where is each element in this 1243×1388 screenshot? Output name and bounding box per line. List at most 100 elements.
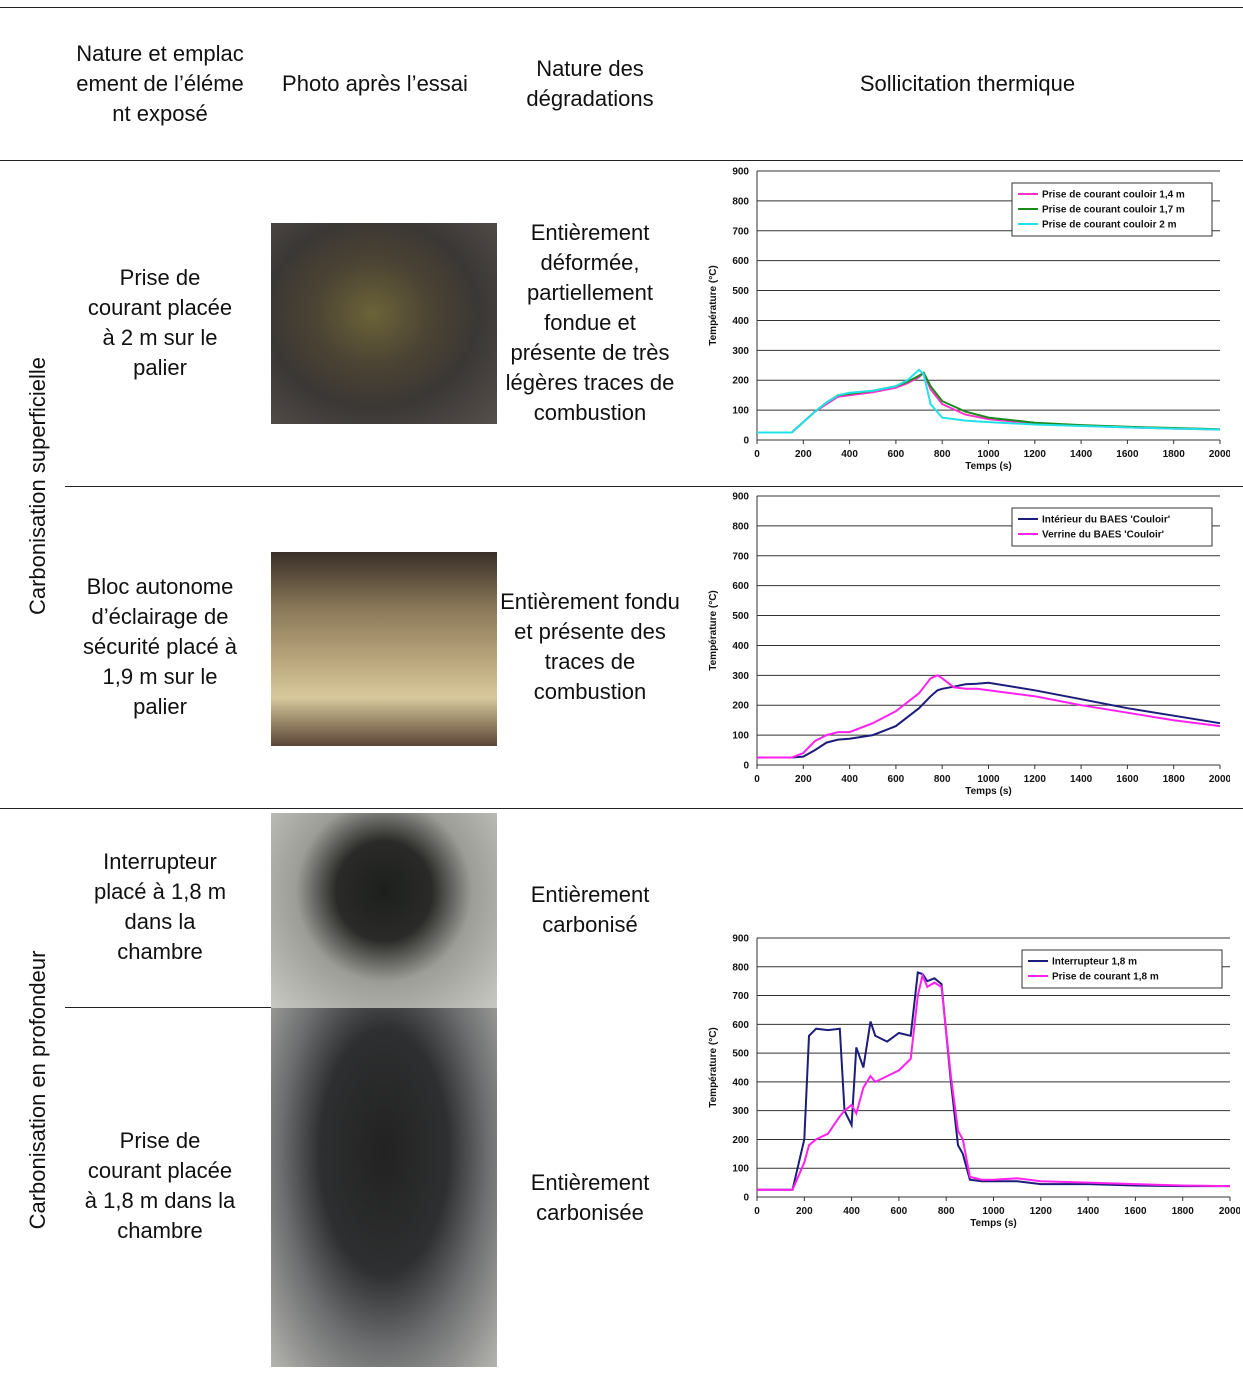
y-tick-label: 300 (732, 671, 749, 682)
x-tick-label: 1000 (982, 1206, 1005, 1217)
x-tick-label: 400 (843, 1206, 860, 1217)
x-tick-label: 1200 (1030, 1206, 1053, 1217)
legend-box (1021, 949, 1223, 989)
y-tick-label: 700 (732, 226, 749, 237)
x-tick-label: 600 (888, 449, 905, 460)
y-tick-label: 200 (732, 376, 749, 387)
y-tick-label: 500 (732, 611, 749, 622)
x-axis-label: Temps (s) (965, 786, 1012, 797)
y-tick-label: 100 (732, 406, 749, 417)
legend-box (1011, 507, 1213, 547)
y-axis-label: Température (°C) (708, 590, 719, 671)
y-tick-label: 200 (732, 1135, 749, 1146)
x-tick-label: 1400 (1070, 449, 1093, 460)
legend-label: Prise de courant couloir 1,4 m (1042, 190, 1185, 201)
element: Prise de courant placée à 2 m sur le pal… (87, 265, 233, 380)
photo (271, 813, 497, 1008)
legend-label: Prise de courant 1,8 m (1052, 972, 1159, 983)
x-tick-label: 400 (841, 449, 858, 460)
x-tick-label: 1800 (1172, 1206, 1195, 1217)
y-tick-label: 900 (732, 492, 749, 503)
y-tick-label: 800 (732, 962, 749, 973)
y-axis-label: Température (°C) (708, 265, 719, 346)
x-tick-label: 200 (795, 449, 812, 460)
series-line (757, 674, 1221, 759)
legend-label: Intérieur du BAES 'Couloir' (1042, 515, 1170, 526)
x-tick-label: 1800 (1163, 449, 1186, 460)
x-tick-label: 400 (841, 774, 858, 785)
series-line (757, 972, 1231, 1191)
header: Nature des dégradations (526, 56, 654, 111)
x-tick-label: 600 (888, 774, 905, 785)
legend-box (1011, 182, 1213, 237)
group-label: Carbonisation superficielle (25, 356, 50, 616)
y-tick-label: 700 (732, 551, 749, 562)
y-tick-label: 400 (732, 316, 749, 327)
x-tick-label: 800 (934, 774, 951, 785)
legend-label: Verrine du BAES 'Couloir' (1042, 530, 1164, 541)
y-tick-label: 0 (743, 761, 749, 772)
photo (271, 552, 497, 746)
legend-label: Interrupteur 1,8 m (1052, 957, 1137, 968)
degradations: Entièrement fondu et présente des traces… (500, 589, 680, 704)
x-tick-label: 2000 (1219, 1206, 1240, 1217)
element: Bloc autonome d’éclairage de sécurité pl… (82, 574, 238, 719)
rule (0, 808, 1243, 809)
header: Photo après l’essai (282, 71, 468, 96)
x-tick-label: 1800 (1163, 774, 1186, 785)
rule (0, 7, 1243, 8)
degradations: Entièrement carbonisé (530, 882, 650, 937)
group-label: Carbonisation en profondeur (25, 950, 50, 1230)
y-tick-label: 700 (732, 991, 749, 1002)
x-axis-label: Temps (s) (970, 1218, 1017, 1229)
x-tick-label: 2000 (1209, 774, 1230, 785)
x-tick-label: 1200 (1024, 774, 1047, 785)
x-tick-label: 1400 (1077, 1206, 1100, 1217)
rule (65, 486, 1243, 487)
header: Sollicitation thermique (859, 71, 1076, 96)
chart: 0 100 200 300 400 500 600 700 800 900 0 200 400 600 80… (708, 492, 1230, 798)
y-tick-label: 400 (732, 641, 749, 652)
y-tick-label: 0 (743, 1193, 749, 1204)
x-tick-label: 1600 (1116, 774, 1139, 785)
y-tick-label: 100 (732, 1164, 749, 1175)
y-tick-label: 500 (732, 286, 749, 297)
y-tick-label: 900 (732, 167, 749, 178)
y-tick-label: 600 (732, 581, 749, 592)
photo (271, 223, 497, 424)
element: Prise de courant placée à 1,8 m dans la … (84, 1127, 236, 1243)
rule (0, 160, 1243, 161)
series-line (757, 971, 1230, 1191)
x-tick-label: 200 (795, 774, 812, 785)
y-tick-label: 400 (732, 1077, 749, 1088)
degradations: Entièrement carbonisée (530, 1170, 650, 1225)
x-tick-label: 1600 (1116, 449, 1139, 460)
y-axis-label: Température (°C) (708, 1027, 719, 1108)
x-tick-label: 1200 (1024, 449, 1047, 460)
y-tick-label: 0 (743, 436, 749, 447)
legend-label: Prise de courant couloir 2 m (1042, 220, 1177, 231)
x-tick-label: 1000 (977, 449, 1000, 460)
x-tick-label: 800 (934, 449, 951, 460)
degradations: Entièrement déformée, partiellement fond… (505, 220, 675, 425)
y-tick-label: 800 (732, 196, 749, 207)
x-tick-label: 1600 (1124, 1206, 1147, 1217)
y-tick-label: 600 (732, 256, 749, 267)
y-tick-label: 300 (732, 1106, 749, 1117)
x-tick-label: 1000 (977, 774, 1000, 785)
x-axis-label: Temps (s) (965, 461, 1012, 472)
series-line (757, 681, 1221, 759)
x-tick-label: 200 (796, 1206, 813, 1217)
series-line (757, 368, 1221, 434)
chart: 0 100 200 300 400 500 600 700 800 900 0 200 400 600 80… (708, 167, 1230, 473)
header: Nature et emplacement de l’élément expos… (76, 41, 244, 126)
y-tick-label: 300 (732, 346, 749, 357)
y-tick-label: 900 (732, 934, 749, 945)
element: Interrupteur placé à 1,8 m dans la chamb… (93, 849, 227, 964)
y-tick-label: 500 (732, 1049, 749, 1060)
x-tick-label: 2000 (1209, 449, 1230, 460)
chart: 0 100 200 300 400 500 600 700 800 900 0 200 400 600 80… (708, 934, 1240, 1230)
y-tick-label: 200 (732, 701, 749, 712)
legend-label: Prise de courant couloir 1,7 m (1042, 205, 1185, 216)
